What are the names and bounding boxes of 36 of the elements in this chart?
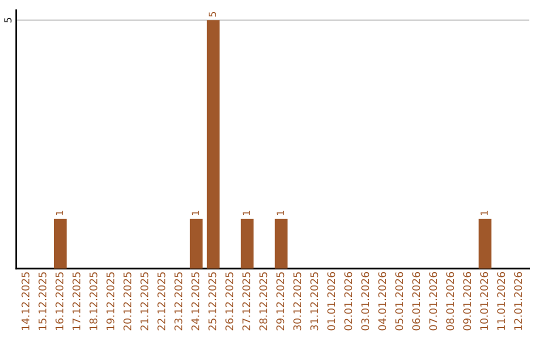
x-tick-label: 08.01.2026	[446, 272, 454, 330]
x-tick-label: 14.12.2025	[22, 272, 30, 330]
x-tick-label: 11.01.2026	[497, 272, 506, 330]
x-tick-label: 31.12.2025	[310, 272, 318, 330]
x-tick-label: 20.12.2025	[123, 272, 132, 330]
x-tick-label: 03.01.2026	[361, 272, 370, 330]
x-tick-label: 02.01.2026	[344, 272, 352, 330]
x-tick-label: 27.12.2025	[242, 272, 250, 330]
x-tick-label: 12.01.2026	[514, 272, 522, 330]
x-tick-label: 16.12.2025	[56, 272, 64, 330]
x-tick-label: 30.12.2025	[293, 272, 302, 330]
x-tick-label: 29.12.2025	[276, 272, 284, 330]
x-tick-label: 15.12.2025	[38, 272, 46, 330]
x-tick-label: 06.01.2026	[412, 272, 420, 330]
x-tick-label: 28.12.2025	[259, 272, 268, 330]
x-tick-label: 09.01.2026	[463, 272, 472, 330]
x-tick-label: 21.12.2025	[140, 272, 148, 330]
x-tick-label: 23.12.2025	[174, 272, 182, 330]
x-tick-label: 17.12.2025	[72, 272, 80, 330]
x-tick-label: 19.12.2025	[106, 272, 114, 330]
data-label: 5	[208, 12, 216, 17]
x-tick-label: 04.01.2026	[378, 272, 386, 330]
x-tick-label: 10.01.2026	[480, 272, 488, 330]
x-tick-label: 26.12.2025	[225, 272, 234, 330]
data-label: 1	[276, 210, 284, 216]
x-tick-label: 01.01.2026	[327, 272, 336, 330]
data-label: 1	[242, 210, 250, 216]
x-tick-label: 25.12.2025	[208, 272, 216, 330]
data-label: 1	[192, 210, 199, 216]
data-label: 1	[480, 210, 488, 216]
x-tick-label: 05.01.2026	[395, 272, 404, 330]
data-label: 1	[56, 210, 64, 216]
x-tick-label: 24.12.2025	[191, 272, 200, 330]
x-tick-label: 22.12.2025	[157, 272, 166, 330]
x-tick-label: 07.01.2026	[429, 272, 438, 330]
x-tick-label: 18.12.2025	[89, 272, 98, 330]
